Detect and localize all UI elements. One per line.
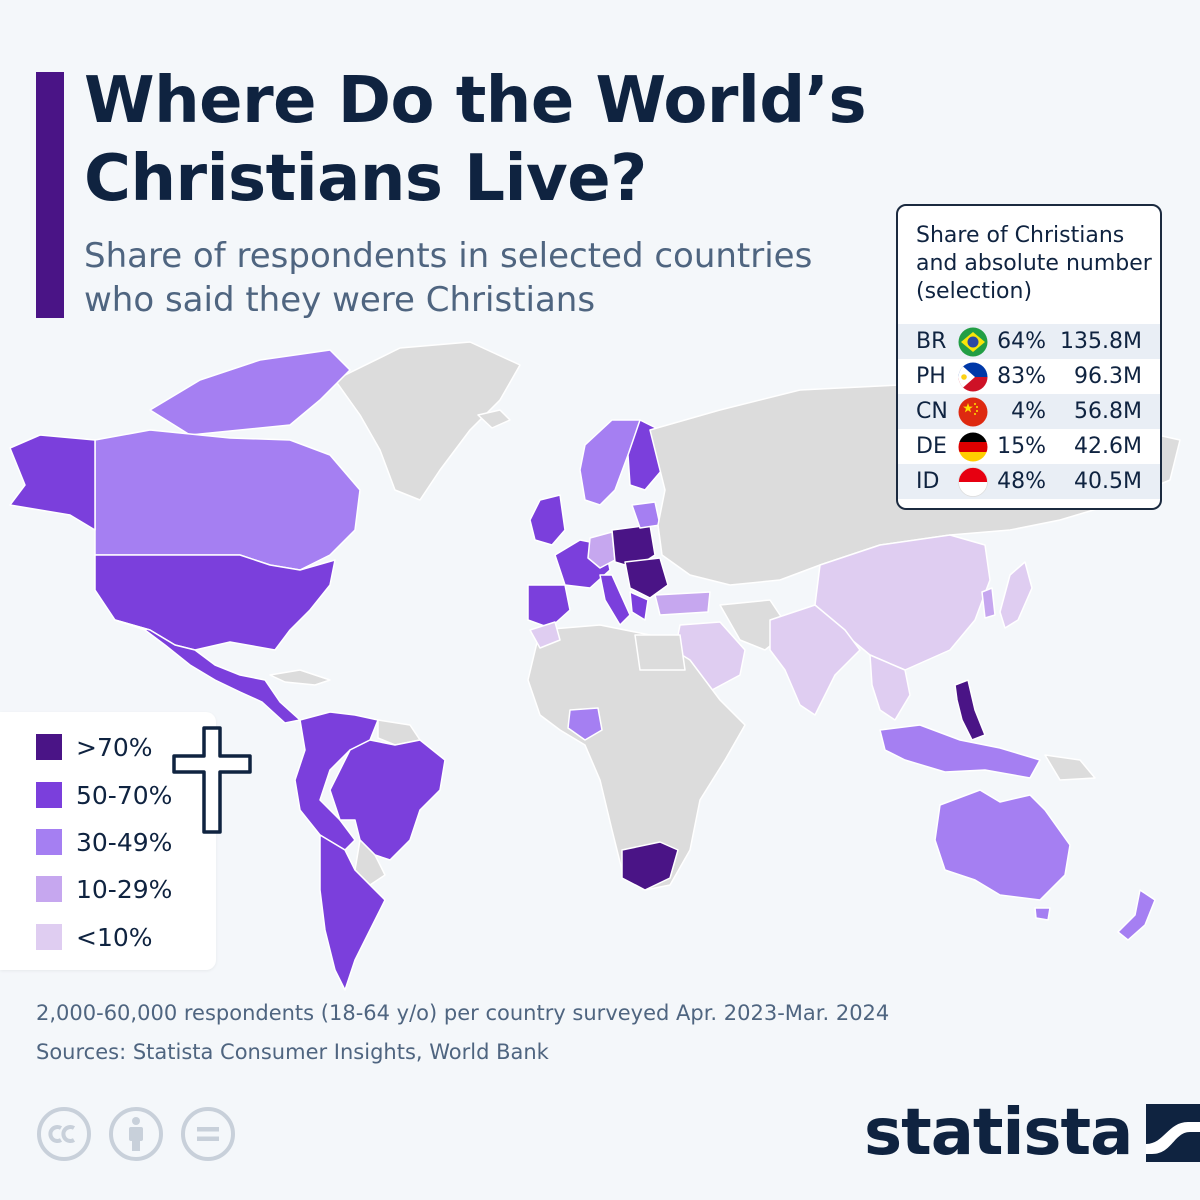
alaska xyxy=(9,434,96,531)
statista-logo[interactable]: statista xyxy=(864,1098,1200,1168)
italy xyxy=(599,574,631,626)
usa xyxy=(94,554,336,651)
share-value: 64% xyxy=(997,329,1046,354)
australia xyxy=(934,789,1071,901)
number-value: 96.3M xyxy=(1074,364,1142,389)
page-title: Where Do the World’s Christians Live? xyxy=(84,64,867,216)
legend-label: >70% xyxy=(76,732,153,762)
world-map xyxy=(9,341,1181,991)
uk-ireland xyxy=(529,494,566,546)
legend-swatch xyxy=(36,876,62,902)
creative-commons-icon[interactable] xyxy=(36,1106,92,1162)
table-title: Share of Christians and absolute number … xyxy=(916,223,1152,304)
egypt xyxy=(634,634,686,671)
page-subtitle: Share of respondents in selected countri… xyxy=(84,236,813,320)
new-zealand xyxy=(1117,889,1156,941)
germany xyxy=(587,531,616,569)
greece xyxy=(629,591,649,621)
canada xyxy=(94,429,361,571)
japan xyxy=(999,561,1033,629)
indonesia xyxy=(879,724,1041,779)
brazil-flag-icon xyxy=(958,327,988,357)
table-row: PH 83% 96.3M xyxy=(898,359,1160,394)
statista-logo-icon xyxy=(1146,1104,1200,1162)
share-value: 83% xyxy=(997,364,1046,389)
brazil xyxy=(329,739,446,861)
legend-swatch xyxy=(36,734,62,760)
survey-note: 2,000-60,000 respondents (18-64 y/o) per… xyxy=(36,1001,890,1025)
korea xyxy=(981,587,996,619)
sources-line: Sources: Statista Consumer Insights, Wor… xyxy=(36,1040,549,1064)
country-code: ID xyxy=(916,469,940,494)
logo-wordmark: statista xyxy=(864,1096,1133,1170)
table-row: BR 64% 135.8M xyxy=(898,324,1160,359)
share-value: 4% xyxy=(1011,399,1046,424)
legend-item-30-49: 30-49% xyxy=(36,827,172,857)
andean-north xyxy=(294,711,379,851)
country-code: DE xyxy=(916,434,947,459)
africa xyxy=(527,624,746,891)
southern-cone xyxy=(319,834,386,991)
legend-swatch xyxy=(36,782,62,808)
nigeria xyxy=(567,707,603,741)
greenland xyxy=(334,341,521,501)
license-icons xyxy=(36,1106,252,1162)
country-code: CN xyxy=(916,399,948,424)
table-row: DE 15% 42.6M xyxy=(898,429,1160,464)
germany-flag-icon xyxy=(958,432,988,462)
number-value: 56.8M xyxy=(1074,399,1142,424)
legend-label: <10% xyxy=(76,922,153,952)
legend-swatch xyxy=(36,924,62,950)
southeast-asia xyxy=(869,654,911,721)
share-value: 15% xyxy=(997,434,1046,459)
philippines xyxy=(954,679,986,741)
paraguay xyxy=(354,839,386,886)
indonesia-flag-icon xyxy=(958,467,988,497)
table-row: CN 4% 56.8M xyxy=(898,394,1160,429)
legend-item-gt70: >70% xyxy=(36,732,153,762)
legend-label: 50-70% xyxy=(76,780,173,810)
iberia xyxy=(527,584,571,629)
baltics xyxy=(631,501,661,529)
legend-item-50-70: 50-70% xyxy=(36,780,172,810)
country-code: BR xyxy=(916,329,947,354)
no-derivatives-icon[interactable] xyxy=(180,1106,236,1162)
legend-swatch xyxy=(36,829,62,855)
tasmania xyxy=(1034,907,1051,921)
philippines-flag-icon xyxy=(958,362,988,392)
papua xyxy=(1044,754,1096,781)
share-value: 48% xyxy=(997,469,1046,494)
legend-label: 10-29% xyxy=(76,874,173,904)
number-value: 42.6M xyxy=(1074,434,1142,459)
country-code: PH xyxy=(916,364,946,389)
legend-label: 30-49% xyxy=(76,827,173,857)
canada-arctic xyxy=(149,349,351,436)
south-africa xyxy=(621,841,679,891)
selection-table: Share of Christians and absolute number … xyxy=(896,204,1162,510)
title-accent-bar xyxy=(36,72,64,318)
table-row: ID 48% 40.5M xyxy=(898,464,1160,499)
india xyxy=(769,604,861,716)
legend-item-10-29: 10-29% xyxy=(36,874,172,904)
number-value: 40.5M xyxy=(1074,469,1142,494)
attribution-icon[interactable] xyxy=(108,1106,164,1162)
legend-item-lt10: <10% xyxy=(36,922,153,952)
morocco xyxy=(529,621,561,649)
caribbean xyxy=(269,669,331,686)
cross-icon xyxy=(172,726,252,834)
number-value: 135.8M xyxy=(1060,329,1142,354)
turkey xyxy=(654,591,711,616)
iceland xyxy=(477,409,511,429)
china-flag-icon xyxy=(958,397,988,427)
legend: >70% 50-70% 30-49% 10-29% <10% xyxy=(0,712,216,970)
balkans xyxy=(624,557,669,599)
